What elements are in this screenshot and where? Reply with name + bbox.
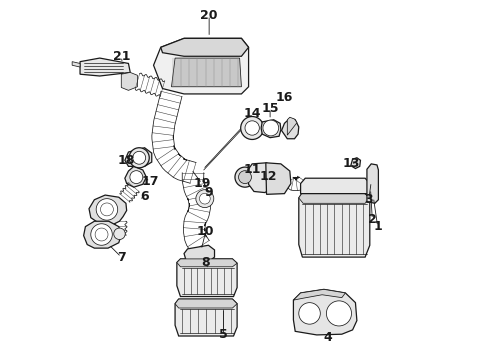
Polygon shape: [261, 120, 281, 138]
Polygon shape: [161, 39, 248, 56]
Circle shape: [241, 117, 264, 139]
Circle shape: [239, 171, 251, 184]
Text: 13: 13: [342, 157, 360, 170]
Polygon shape: [299, 193, 370, 203]
Polygon shape: [125, 148, 152, 166]
Polygon shape: [294, 289, 345, 300]
Circle shape: [96, 199, 118, 220]
Polygon shape: [177, 259, 237, 267]
Text: 6: 6: [140, 190, 149, 203]
Circle shape: [95, 228, 108, 241]
Text: 4: 4: [323, 331, 332, 344]
Circle shape: [114, 228, 125, 239]
Circle shape: [199, 193, 210, 204]
Circle shape: [129, 148, 149, 168]
Polygon shape: [175, 299, 237, 336]
Circle shape: [100, 203, 113, 216]
Polygon shape: [80, 58, 130, 76]
Text: 8: 8: [201, 256, 210, 269]
Text: 14: 14: [244, 107, 261, 120]
Text: 2: 2: [368, 213, 377, 226]
Text: 17: 17: [141, 175, 159, 188]
Text: 10: 10: [197, 225, 214, 238]
Circle shape: [245, 121, 259, 135]
Polygon shape: [153, 39, 248, 94]
Text: 16: 16: [276, 91, 293, 104]
Polygon shape: [367, 164, 378, 203]
Text: 21: 21: [113, 50, 130, 63]
Circle shape: [263, 120, 279, 136]
Text: 19: 19: [193, 177, 211, 190]
Text: 3: 3: [365, 193, 373, 206]
Text: 12: 12: [260, 170, 277, 183]
Text: 7: 7: [117, 251, 125, 264]
Polygon shape: [300, 178, 370, 194]
Polygon shape: [299, 193, 370, 257]
Polygon shape: [72, 62, 80, 67]
Circle shape: [130, 171, 143, 184]
Polygon shape: [287, 117, 297, 135]
Text: 11: 11: [244, 163, 261, 176]
Polygon shape: [89, 195, 126, 225]
Polygon shape: [248, 163, 278, 193]
Polygon shape: [84, 221, 122, 248]
Text: 9: 9: [205, 186, 214, 199]
Text: 20: 20: [200, 9, 218, 22]
Polygon shape: [266, 163, 291, 194]
Polygon shape: [282, 118, 299, 139]
Polygon shape: [351, 158, 361, 168]
Circle shape: [299, 303, 320, 324]
Polygon shape: [175, 299, 237, 308]
Polygon shape: [122, 72, 137, 90]
Circle shape: [326, 301, 351, 326]
Circle shape: [91, 224, 112, 245]
Circle shape: [133, 151, 146, 164]
Text: 1: 1: [373, 220, 382, 233]
Circle shape: [196, 190, 214, 208]
Polygon shape: [294, 289, 357, 335]
Circle shape: [235, 167, 255, 187]
Polygon shape: [125, 166, 147, 187]
Text: 18: 18: [118, 154, 135, 167]
Text: 15: 15: [261, 102, 279, 115]
Polygon shape: [177, 259, 237, 297]
Polygon shape: [184, 245, 215, 263]
Polygon shape: [172, 58, 242, 87]
Text: 5: 5: [219, 328, 228, 341]
